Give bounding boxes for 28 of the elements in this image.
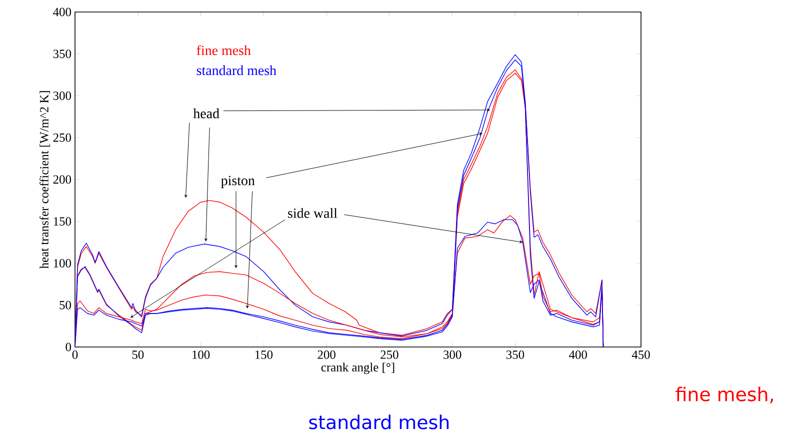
text: standard mesh xyxy=(309,414,449,430)
annotation: piston xyxy=(221,176,255,188)
y-tick-label: 150 xyxy=(54,217,72,226)
y-tick-label: 200 xyxy=(53,175,72,184)
x-tick-label: 400 xyxy=(569,350,587,359)
text: fine mesh xyxy=(196,45,251,56)
annotation: side wall xyxy=(288,208,338,218)
x-tick-label: 100 xyxy=(192,350,210,359)
x-tick-label: 0 xyxy=(72,350,78,359)
x-tick-label: 50 xyxy=(132,350,144,359)
x-axis-title: crank angle [°] xyxy=(321,362,394,374)
y-tick-label: 0 xyxy=(66,342,72,352)
x-tick-label: 200 xyxy=(318,350,336,359)
annotation: head xyxy=(193,108,220,118)
y-tick-label: 250 xyxy=(53,133,72,142)
text: standard mesh xyxy=(196,65,276,76)
x-tick-label: 250 xyxy=(380,350,398,359)
x-tick-label: 150 xyxy=(255,350,273,359)
x-tick-label: 450 xyxy=(632,350,650,359)
y-axis-title: heat transfer coefficient [W/m^2 K] xyxy=(40,91,50,269)
x-tick-label: 300 xyxy=(444,350,462,359)
y-tick-label: 300 xyxy=(53,92,72,100)
x-tick-label: 350 xyxy=(506,350,524,359)
y-tick-label: 100 xyxy=(54,259,72,268)
y-tick-label: 400 xyxy=(53,8,72,16)
y-tick-label: 350 xyxy=(53,50,72,58)
text: fine mesh, xyxy=(676,386,773,404)
y-tick-label: 50 xyxy=(60,300,72,310)
